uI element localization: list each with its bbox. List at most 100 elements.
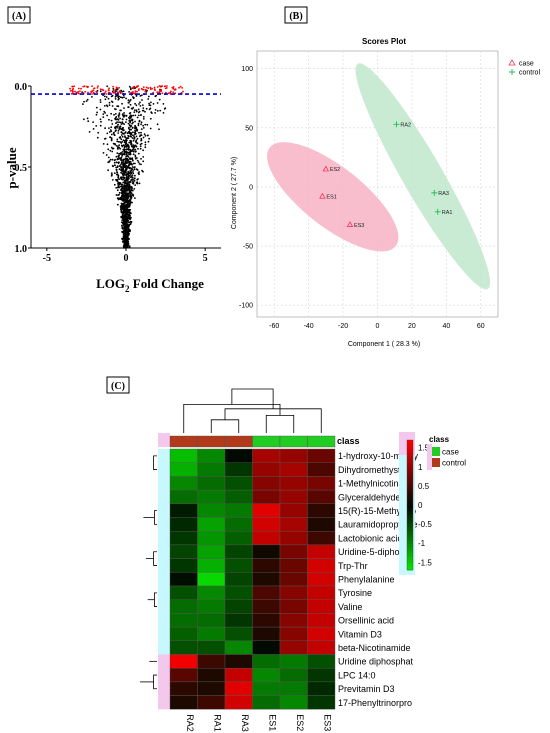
panel-c: (C) 1-hydroxy-10-methy Dihydromethysticin… bbox=[107, 377, 466, 732]
volcano-point bbox=[131, 174, 134, 177]
heatmap-cell bbox=[279, 681, 308, 696]
volcano-point bbox=[108, 101, 111, 104]
scores-x-tick-label: -40 bbox=[304, 323, 314, 330]
volcano-point bbox=[125, 215, 127, 218]
volcano-point bbox=[121, 140, 124, 143]
scale-segment bbox=[407, 547, 413, 551]
scores-y-tick-label: 50 bbox=[245, 125, 253, 132]
scores-y-tick-label: -100 bbox=[239, 303, 253, 310]
volcano-point bbox=[114, 96, 117, 98]
volcano-point bbox=[129, 200, 132, 203]
heatmap-cell bbox=[169, 681, 198, 696]
volcano-point bbox=[129, 174, 132, 176]
volcano-point bbox=[95, 125, 98, 127]
volcano-point bbox=[118, 144, 120, 147]
volcano-point bbox=[125, 160, 127, 163]
scores-x-tick-label: 60 bbox=[477, 323, 485, 330]
volcano-point bbox=[162, 103, 165, 105]
heatmap-cell bbox=[169, 572, 198, 587]
heatmap-row-label: Glyceraldehyde, 3- bbox=[338, 492, 414, 502]
volcano-point bbox=[119, 117, 121, 120]
heatmap-cell bbox=[307, 626, 336, 641]
volcano-point bbox=[120, 144, 123, 147]
volcano-point bbox=[132, 193, 134, 196]
volcano-point bbox=[107, 169, 109, 172]
volcano-point bbox=[106, 114, 108, 117]
volcano-point bbox=[114, 98, 117, 100]
volcano-point bbox=[96, 136, 99, 139]
heatmap-cell bbox=[279, 476, 308, 491]
volcano-point bbox=[120, 123, 123, 125]
volcano-point bbox=[113, 164, 116, 167]
volcano-point bbox=[128, 115, 131, 118]
volcano-point bbox=[119, 141, 122, 143]
volcano-point bbox=[120, 156, 123, 159]
scale-segment bbox=[407, 479, 413, 483]
volcano-significant-point bbox=[96, 87, 99, 89]
volcano-point bbox=[140, 123, 143, 126]
scale-segment bbox=[407, 443, 413, 447]
volcano-point bbox=[102, 152, 105, 154]
volcano-point bbox=[122, 223, 125, 226]
volcano-point bbox=[127, 135, 130, 138]
volcano-point bbox=[122, 188, 125, 190]
volcano-significant-point bbox=[181, 87, 184, 89]
heatmap-row-label: beta-Nicotinamide bbox=[338, 643, 411, 653]
volcano-point bbox=[124, 135, 126, 138]
volcano-point bbox=[138, 119, 141, 122]
scores-point-label: RA2 bbox=[400, 122, 411, 128]
volcano-point bbox=[121, 121, 124, 124]
heatmap-row-dendrogram-branch bbox=[154, 510, 157, 525]
volcano-significant-point bbox=[134, 90, 137, 92]
volcano-point bbox=[125, 186, 128, 189]
heatmap-row-label: Valine bbox=[338, 602, 362, 612]
heatmap-cell bbox=[169, 531, 198, 546]
volcano-point bbox=[105, 96, 108, 98]
volcano-point bbox=[127, 116, 130, 119]
volcano-point bbox=[125, 146, 128, 148]
volcano-point bbox=[135, 129, 138, 131]
volcano-point bbox=[139, 145, 142, 148]
volcano-point bbox=[118, 198, 121, 201]
volcano-significant-point bbox=[69, 87, 71, 90]
panel-b: (B) Scores Plot -60 -40 -20 0 20 40 60 -100 -50 0… bbox=[231, 6, 540, 348]
volcano-point bbox=[99, 108, 102, 111]
volcano-point bbox=[115, 144, 118, 147]
volcano-point bbox=[122, 234, 125, 236]
volcano-point bbox=[120, 221, 123, 224]
volcano-point bbox=[122, 190, 125, 193]
volcano-point bbox=[126, 183, 129, 186]
volcano-point bbox=[106, 143, 109, 146]
volcano-point bbox=[129, 88, 132, 91]
volcano-point bbox=[125, 246, 128, 249]
volcano-point bbox=[115, 161, 118, 164]
volcano-point bbox=[122, 195, 125, 198]
volcano-y-tick-label: 1.0 bbox=[15, 244, 28, 255]
scale-segment bbox=[407, 518, 413, 522]
heatmap-cell bbox=[307, 558, 336, 573]
volcano-point bbox=[124, 201, 126, 204]
scale-segment bbox=[407, 511, 413, 516]
volcano-point bbox=[134, 131, 137, 133]
scale-tick-label: 1 bbox=[418, 463, 423, 472]
heatmap-cell bbox=[169, 448, 198, 463]
heatmap-row-dendrogram-branch bbox=[153, 551, 157, 566]
volcano-point bbox=[121, 230, 123, 233]
volcano-point bbox=[130, 143, 132, 145]
volcano-point bbox=[125, 174, 128, 177]
volcano-significant-point bbox=[86, 85, 88, 88]
volcano-point bbox=[159, 109, 162, 112]
panel-c-label: (C) bbox=[111, 381, 125, 392]
volcano-point bbox=[119, 153, 122, 156]
volcano-significant-point bbox=[108, 87, 110, 90]
volcano-point bbox=[132, 139, 135, 142]
volcano-point bbox=[141, 104, 144, 106]
volcano-point bbox=[125, 139, 128, 142]
heatmap-cell bbox=[252, 599, 281, 614]
volcano-point bbox=[108, 160, 111, 163]
volcano-point bbox=[137, 122, 140, 125]
heatmap-cell bbox=[197, 654, 226, 669]
volcano-point bbox=[149, 117, 152, 120]
volcano-point bbox=[128, 185, 131, 187]
heatmap-cell bbox=[224, 681, 253, 696]
